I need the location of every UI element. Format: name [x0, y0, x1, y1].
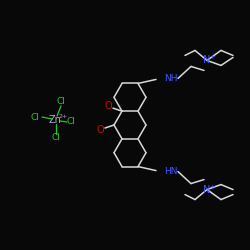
Text: +: + [209, 54, 215, 60]
Text: O: O [96, 125, 104, 135]
Text: Cl: Cl [66, 118, 76, 126]
Text: NH: NH [164, 74, 177, 83]
Text: N: N [203, 56, 211, 66]
Text: Zn: Zn [48, 115, 62, 125]
Text: Cl: Cl [52, 134, 60, 142]
Text: 2+: 2+ [58, 114, 68, 119]
Text: +: + [209, 184, 215, 190]
Text: HN: HN [164, 167, 177, 176]
Text: Cl: Cl [56, 98, 66, 106]
Text: N: N [203, 184, 211, 194]
Text: O: O [104, 101, 112, 111]
Text: Cl: Cl [30, 112, 40, 122]
